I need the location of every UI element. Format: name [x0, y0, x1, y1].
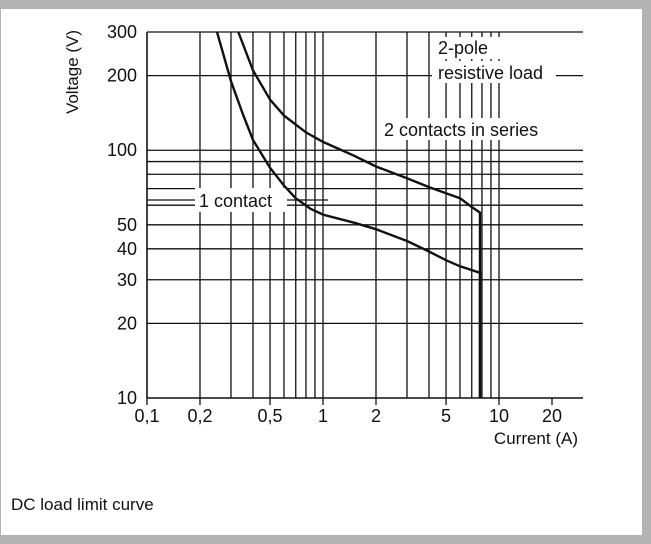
y-axis-label: Voltage (V) — [63, 30, 82, 114]
axis-layer: 0,1 0,2 0,5 1 2 5 10 20 10 20 30 40 50 100 200 300 — [107, 22, 583, 426]
label-background — [377, 118, 557, 140]
x-tick-label: 0,1 — [134, 406, 159, 426]
y-tick-label: 100 — [107, 140, 137, 160]
series-curve — [215, 31, 482, 398]
label-background — [195, 188, 287, 212]
label-background — [432, 61, 556, 83]
x-tick-label: 5 — [441, 406, 451, 426]
x-tick-label: 10 — [489, 406, 509, 426]
y-tick-label: 200 — [107, 66, 137, 86]
y-tick-label: 30 — [117, 270, 137, 290]
x-tick-label: 1 — [318, 406, 328, 426]
x-tick-label: 0,2 — [187, 406, 212, 426]
grid-layer — [147, 31, 583, 398]
x-tick-label: 2 — [371, 406, 381, 426]
y-tick-label: 20 — [117, 313, 137, 333]
y-tick-label: 10 — [117, 388, 137, 408]
annotation-label: resistive load — [438, 63, 543, 83]
y-tick-label: 50 — [117, 215, 137, 235]
y-tick-label: 40 — [117, 239, 137, 259]
annotation-label: 1 contact — [199, 191, 272, 211]
y-tick-label: 300 — [107, 22, 137, 42]
label-background — [432, 37, 508, 59]
x-tick-label: 20 — [542, 406, 562, 426]
series-layer — [215, 31, 482, 398]
x-axis-label: Current (A) — [494, 429, 578, 448]
x-tick-label: 0,5 — [258, 406, 283, 426]
figure-caption: DC load limit curve — [11, 495, 154, 514]
annotation-layer: 1 contact 2 contacts in series 2-pole resis… — [147, 38, 543, 211]
annotation-label: 2 contacts in series — [384, 120, 538, 140]
annotation-label: 2-pole — [438, 38, 488, 58]
series-curve — [237, 31, 482, 398]
